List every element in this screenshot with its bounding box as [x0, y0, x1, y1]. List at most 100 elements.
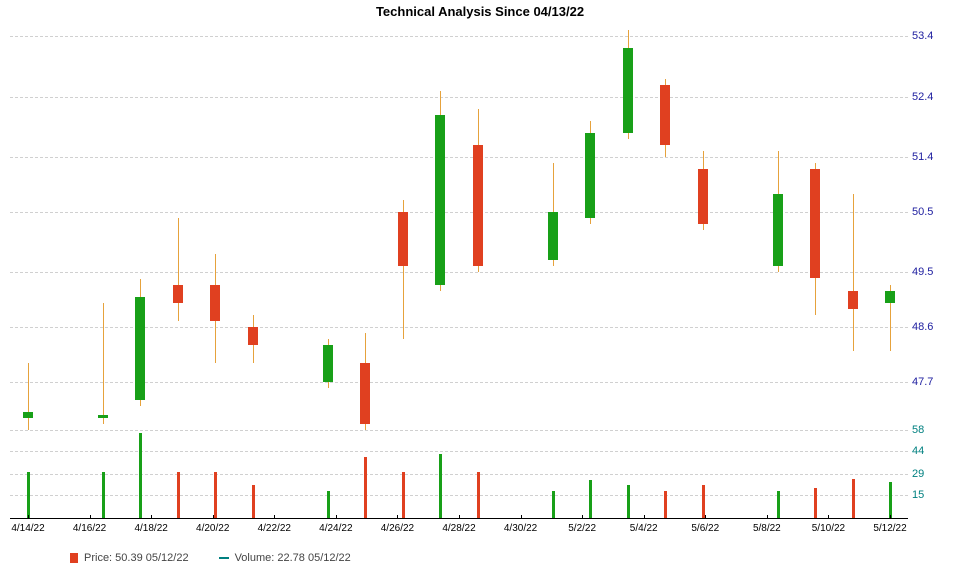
x-tick-label: 4/22/22	[258, 523, 291, 534]
volume-gridline	[10, 474, 908, 475]
x-tick	[274, 515, 275, 519]
x-tick	[336, 515, 337, 519]
x-tick-label: 4/18/22	[134, 523, 167, 534]
candle-body	[585, 133, 595, 218]
candle-body	[773, 194, 783, 267]
legend-volume: Volume: 22.78 05/12/22	[219, 552, 351, 564]
candle-body	[398, 212, 408, 267]
candle-body	[810, 169, 820, 278]
price-y-tick-label: 53.4	[912, 30, 952, 42]
candle-body	[248, 327, 258, 345]
volume-gridline	[10, 495, 908, 496]
x-tick	[582, 515, 583, 519]
price-y-tick-label: 47.7	[912, 376, 952, 388]
volume-bar	[477, 472, 480, 518]
volume-bar	[139, 433, 142, 518]
price-gridline	[10, 157, 908, 158]
x-tick-label: 4/14/22	[11, 523, 44, 534]
price-plot-area: 47.748.649.550.551.452.453.4	[10, 24, 908, 430]
legend-volume-label: Volume: 22.78 05/12/22	[235, 552, 351, 564]
legend: Price: 50.39 05/12/22 Volume: 22.78 05/1…	[70, 552, 351, 564]
volume-y-tick-label: 29	[912, 468, 946, 480]
volume-swatch-icon	[219, 557, 229, 559]
price-y-tick-label: 49.5	[912, 266, 952, 278]
price-gridline	[10, 97, 908, 98]
chart-container: Technical Analysis Since 04/13/22 47.748…	[0, 0, 960, 576]
candle-body	[98, 415, 108, 418]
x-tick	[28, 515, 29, 519]
candle-body	[548, 212, 558, 260]
volume-bar	[552, 491, 555, 518]
x-tick-label: 4/30/22	[504, 523, 537, 534]
candle-body	[173, 285, 183, 303]
volume-bar	[627, 485, 630, 518]
candle-body	[698, 169, 708, 224]
price-y-tick-label: 52.4	[912, 91, 952, 103]
price-y-tick-label: 50.5	[912, 206, 952, 218]
volume-y-tick-label: 58	[912, 424, 946, 436]
x-tick-label: 4/16/22	[73, 523, 106, 534]
candle-body	[323, 345, 333, 381]
candle-wick	[178, 218, 179, 321]
candle-body	[848, 291, 858, 309]
candle-body	[135, 297, 145, 400]
x-tick-label: 4/20/22	[196, 523, 229, 534]
x-tick	[705, 515, 706, 519]
volume-bar	[852, 479, 855, 518]
volume-bar	[702, 485, 705, 518]
candle-body	[435, 115, 445, 285]
volume-bar	[589, 480, 592, 518]
x-tick	[459, 515, 460, 519]
candle-wick	[28, 363, 29, 430]
x-axis: 4/14/22 4/16/22 4/18/22 4/20/22 4/22/22 4/24/…	[10, 518, 908, 535]
volume-bar	[252, 485, 255, 518]
candle-body	[660, 85, 670, 146]
x-tick	[213, 515, 214, 519]
x-tick-label: 4/24/22	[319, 523, 352, 534]
volume-bar	[439, 454, 442, 518]
x-tick-label: 5/4/22	[630, 523, 658, 534]
volume-bar	[889, 482, 892, 518]
legend-price: Price: 50.39 05/12/22	[70, 552, 189, 564]
price-y-tick-label: 48.6	[912, 321, 952, 333]
price-swatch-icon	[70, 553, 78, 563]
candle-body	[210, 285, 220, 321]
volume-bar	[214, 472, 217, 518]
x-tick	[397, 515, 398, 519]
x-tick	[767, 515, 768, 519]
volume-bar	[402, 472, 405, 518]
volume-bar	[777, 491, 780, 518]
volume-y-tick-label: 44	[912, 445, 946, 457]
chart-title: Technical Analysis Since 04/13/22	[0, 4, 960, 19]
x-tick-label: 4/26/22	[381, 523, 414, 534]
volume-bar	[27, 472, 30, 518]
x-tick-label: 5/2/22	[568, 523, 596, 534]
x-tick	[890, 515, 891, 519]
volume-y-tick-label: 15	[912, 489, 946, 501]
candle-wick	[853, 194, 854, 352]
volume-bar	[177, 472, 180, 518]
x-tick	[828, 515, 829, 519]
x-tick-label: 5/10/22	[812, 523, 845, 534]
volume-gridline	[10, 430, 908, 431]
price-gridline	[10, 272, 908, 273]
candle-body	[623, 48, 633, 133]
x-tick	[644, 515, 645, 519]
x-tick-label: 5/8/22	[753, 523, 781, 534]
volume-bar	[102, 472, 105, 518]
candle-body	[360, 363, 370, 424]
legend-price-label: Price: 50.39 05/12/22	[84, 552, 189, 564]
x-tick-label: 4/28/22	[442, 523, 475, 534]
x-tick	[151, 515, 152, 519]
x-tick-label: 5/12/22	[873, 523, 906, 534]
price-gridline	[10, 36, 908, 37]
volume-gridline	[10, 451, 908, 452]
x-tick	[521, 515, 522, 519]
volume-bar	[664, 491, 667, 518]
volume-bar	[364, 457, 367, 518]
volume-plot-area: 15294458	[10, 430, 908, 518]
candle-body	[885, 291, 895, 303]
candle-wick	[103, 303, 104, 424]
x-tick	[90, 515, 91, 519]
x-tick-label: 5/6/22	[691, 523, 719, 534]
